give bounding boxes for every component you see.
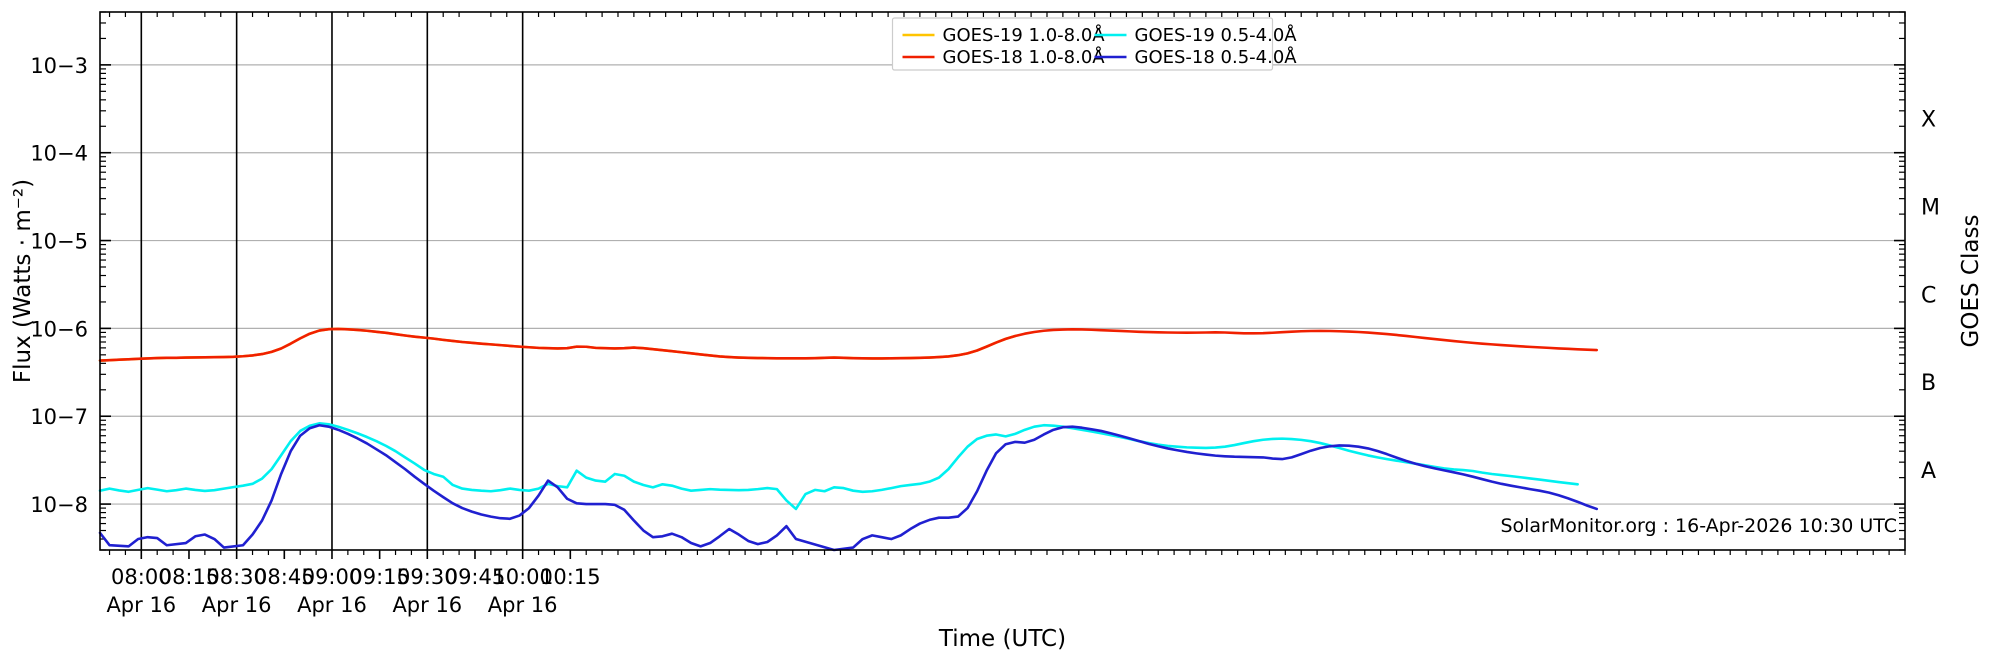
xtick-label-time: 08:45 bbox=[254, 565, 315, 589]
x-axis-title: Time (UTC) bbox=[938, 626, 1066, 650]
ytick-label: 10−5 bbox=[30, 230, 88, 254]
xtick-label-date: Apr 16 bbox=[392, 593, 462, 617]
legend-label-goes18_short: GOES-18 0.5-4.0Å bbox=[1135, 46, 1298, 68]
xtick-label-time: 09:15 bbox=[349, 565, 410, 589]
xtick-label-time: 09:30 bbox=[397, 565, 458, 589]
ytick-label: 10−4 bbox=[30, 142, 88, 166]
plot-background bbox=[100, 12, 1905, 550]
ytick-label: 10−6 bbox=[30, 317, 88, 341]
goes-class-label: C bbox=[1921, 283, 1936, 308]
series-line-goes18_short bbox=[98, 423, 1599, 552]
xtick-label-time: 09:00 bbox=[302, 565, 363, 589]
legend-label-goes19_long: GOES-19 1.0-8.0Å bbox=[943, 24, 1106, 46]
ytick-label: 10−8 bbox=[30, 493, 88, 517]
xtick-label-time: 09:45 bbox=[445, 565, 506, 589]
xtick-label-time: 08:15 bbox=[159, 565, 220, 589]
goes-class-label: M bbox=[1921, 196, 1940, 221]
xtick-label-date: Apr 16 bbox=[488, 593, 558, 617]
xtick-label-date: Apr 16 bbox=[202, 593, 272, 617]
ytick-label: 10−3 bbox=[30, 54, 88, 78]
legend-label-goes19_short: GOES-19 0.5-4.0Å bbox=[1135, 24, 1298, 46]
legend-box bbox=[891, 17, 1274, 71]
xtick-label-date: Apr 16 bbox=[106, 593, 176, 617]
goes-class-label: B bbox=[1921, 371, 1936, 396]
xtick-label-time: 10:00 bbox=[492, 565, 553, 589]
xtick-label-time: 08:00 bbox=[111, 565, 172, 589]
ytick-label: 10−7 bbox=[30, 405, 88, 429]
series-line-goes18_long bbox=[98, 327, 1599, 362]
y2-axis-title: GOES Class bbox=[1958, 215, 1984, 348]
xtick-label-time: 08:30 bbox=[206, 565, 267, 589]
goes-class-label: A bbox=[1921, 459, 1936, 484]
goes-class-label: X bbox=[1921, 108, 1936, 133]
xtick-label-date: Apr 16 bbox=[297, 593, 367, 617]
watermark-text: SolarMonitor.org : 16-Apr-2026 10:30 UTC bbox=[1500, 515, 1897, 537]
xtick-label-time: 10:15 bbox=[540, 565, 601, 589]
plot-frame bbox=[99, 11, 1906, 551]
legend-label-goes18_long: GOES-18 1.0-8.0Å bbox=[943, 46, 1106, 68]
y-axis-title: Flux (Watts · m⁻²) bbox=[10, 179, 36, 383]
